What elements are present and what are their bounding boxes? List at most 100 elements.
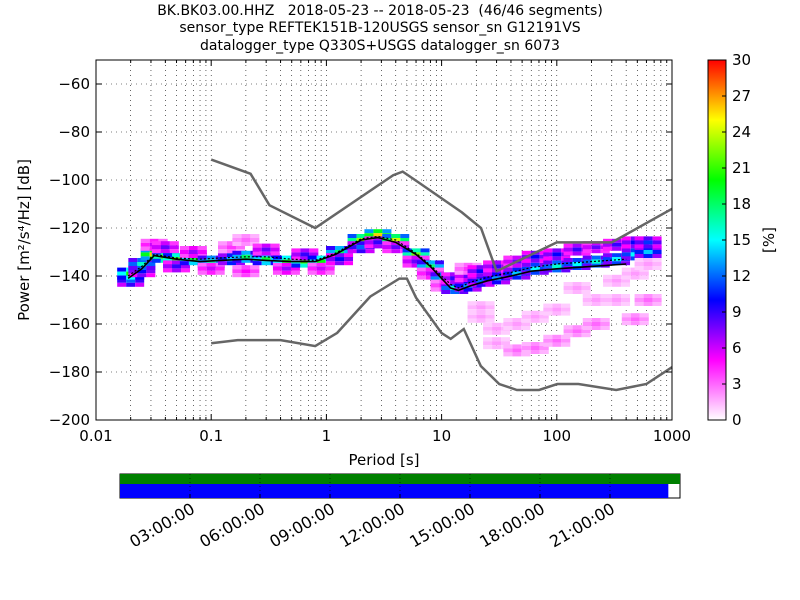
heatmap-cell bbox=[543, 256, 553, 261]
heatmap-cell bbox=[140, 252, 150, 257]
heatmap-cell bbox=[621, 294, 631, 298]
heatmap-cell bbox=[151, 245, 161, 250]
heatmap-cell bbox=[325, 266, 335, 271]
heatmap-cell bbox=[160, 241, 170, 246]
heatmap-cell bbox=[503, 352, 513, 357]
heatmap-cell bbox=[530, 258, 540, 263]
heatmap-cell bbox=[530, 270, 540, 275]
heatmap-cell bbox=[391, 245, 401, 250]
heatmap-cell bbox=[272, 270, 282, 275]
heatmap-cell bbox=[197, 246, 207, 250]
heatmap-cell bbox=[326, 261, 336, 266]
heatmap-cell bbox=[572, 325, 582, 330]
heatmap-cell bbox=[430, 283, 440, 288]
heatmap-cell bbox=[521, 342, 531, 346]
heatmap-cell bbox=[600, 318, 610, 322]
heatmap-cell bbox=[232, 273, 242, 278]
heatmap-cell bbox=[335, 246, 345, 250]
heatmap-cell bbox=[347, 238, 357, 242]
heatmap-cell bbox=[373, 240, 383, 245]
heatmap-cell bbox=[316, 266, 326, 271]
heatmap-cell bbox=[539, 318, 549, 323]
heatmap-cell bbox=[581, 266, 591, 270]
heatmap-cell bbox=[501, 330, 511, 335]
heatmap-cell bbox=[483, 337, 493, 342]
heatmap-cell bbox=[117, 282, 127, 287]
heatmap-cell bbox=[344, 253, 354, 258]
heatmap-cell bbox=[402, 263, 412, 268]
heatmap-cell bbox=[512, 267, 522, 272]
heatmap-cell bbox=[530, 350, 540, 354]
heatmap-cell bbox=[561, 338, 571, 343]
heatmap-cell bbox=[382, 249, 392, 254]
heatmap-cell bbox=[290, 270, 300, 275]
heatmap-cell bbox=[226, 261, 236, 266]
heatmap-cell bbox=[501, 337, 511, 342]
heatmap-cell bbox=[291, 252, 301, 257]
heatmap-cell bbox=[521, 322, 531, 326]
chart-title-line-3: datalogger_type Q330S+USGS datalogger_sn… bbox=[200, 38, 560, 54]
heatmap-cell bbox=[335, 253, 345, 258]
heatmap-cell bbox=[326, 257, 336, 262]
heatmap-cell bbox=[241, 258, 251, 263]
heatmap-cell bbox=[521, 314, 531, 319]
heatmap-cell bbox=[476, 301, 486, 306]
heatmap-cell bbox=[539, 346, 549, 350]
heatmap-cell bbox=[552, 260, 562, 265]
heatmap-cell bbox=[563, 329, 573, 334]
heatmap-cell bbox=[543, 311, 553, 316]
heatmap-cell bbox=[539, 314, 549, 319]
heatmap-cell bbox=[639, 313, 649, 318]
heatmap-cell bbox=[291, 248, 301, 253]
heatmap-cell bbox=[261, 243, 271, 248]
colorbar-tick-label: 27 bbox=[732, 87, 751, 105]
heatmap-cell bbox=[467, 305, 477, 310]
heatmap-cell bbox=[179, 254, 189, 258]
heatmap-cell bbox=[382, 229, 392, 234]
heatmap-cell bbox=[476, 278, 486, 283]
heatmap-cell bbox=[552, 252, 562, 257]
heatmap-cell bbox=[501, 280, 511, 285]
heatmap-cell bbox=[235, 245, 245, 250]
heatmap-cell bbox=[335, 257, 345, 262]
heatmap-cell bbox=[483, 330, 493, 335]
heatmap-cell bbox=[634, 244, 644, 249]
heatmap-cell bbox=[188, 246, 198, 250]
heatmap-cell bbox=[512, 255, 522, 260]
heatmap-cell bbox=[543, 338, 553, 343]
heatmap-cell bbox=[215, 266, 225, 271]
heatmap-cell bbox=[261, 247, 271, 252]
heatmap-cell bbox=[416, 260, 426, 265]
heatmap-cell bbox=[530, 262, 540, 267]
heatmap-cell bbox=[512, 263, 522, 268]
heatmap-cell bbox=[206, 266, 216, 271]
heatmap-cell bbox=[603, 253, 613, 258]
heatmap-cell bbox=[591, 249, 601, 254]
heatmap-cell bbox=[483, 345, 493, 350]
heatmap-cell bbox=[232, 234, 242, 238]
heatmap-cell bbox=[146, 266, 156, 270]
heatmap-cell bbox=[582, 245, 592, 250]
heatmap-cell bbox=[552, 264, 562, 269]
heatmap-cell bbox=[612, 261, 622, 266]
heatmap-cell bbox=[454, 262, 464, 267]
heatmap-cell bbox=[300, 252, 310, 257]
coverage-timeline: 03:00:0006:00:0009:00:0012:00:0015:00:00… bbox=[119, 473, 681, 551]
heatmap-cell bbox=[326, 246, 336, 250]
heatmap-cell bbox=[572, 286, 582, 290]
heatmap-cell bbox=[241, 254, 251, 259]
heatmap-cell bbox=[582, 326, 592, 330]
heatmap-cell bbox=[492, 272, 502, 277]
heatmap-cell bbox=[117, 267, 127, 272]
heatmap-cell bbox=[581, 282, 591, 286]
heatmap-cell bbox=[226, 245, 236, 250]
heatmap-cell bbox=[492, 264, 502, 269]
heatmap-cell bbox=[600, 322, 610, 326]
heatmap-cell bbox=[420, 248, 430, 253]
heatmap-cell bbox=[643, 236, 653, 241]
heatmap-cell bbox=[552, 338, 562, 343]
heatmap-cell bbox=[411, 255, 421, 260]
heatmap-cell bbox=[483, 341, 493, 346]
heatmap-cell bbox=[307, 270, 317, 275]
